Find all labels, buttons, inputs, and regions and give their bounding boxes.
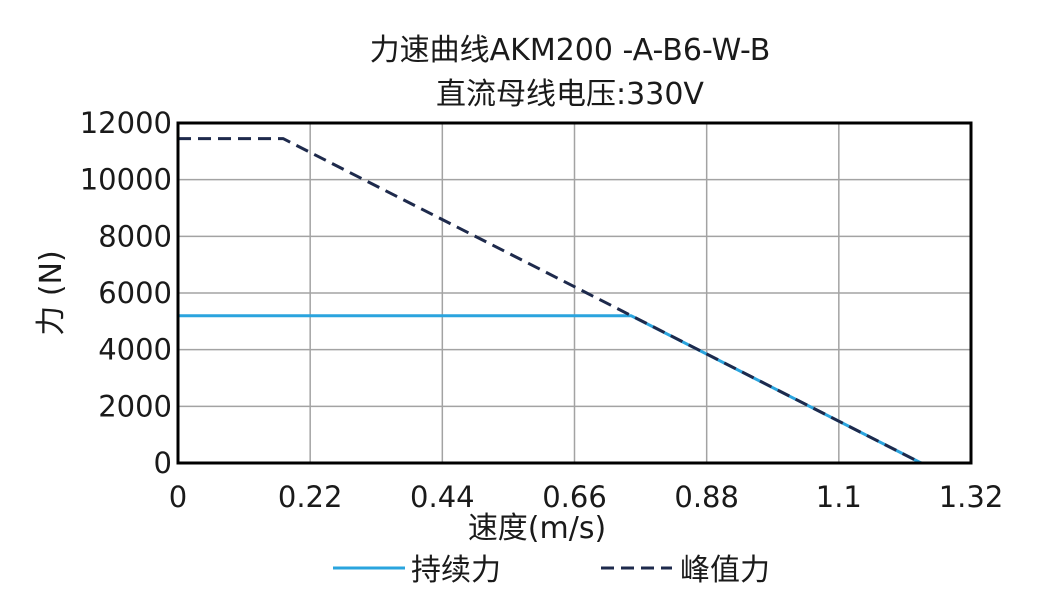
x-tick-label: 0.44 xyxy=(410,480,475,514)
x-tick-label: 0.22 xyxy=(278,480,343,514)
x-tick-label: 1.32 xyxy=(939,480,1004,514)
y-tick-label: 10000 xyxy=(80,163,172,197)
chart-subtitle: 直流母线电压:330V xyxy=(436,77,704,112)
legend-label-peak-force: 峰值力 xyxy=(680,553,770,588)
y-tick-label: 0 xyxy=(154,446,172,480)
y-tick-label: 6000 xyxy=(98,276,172,310)
y-axis-label: 力 (N) xyxy=(34,250,69,335)
y-tick-label: 4000 xyxy=(98,333,172,367)
x-axis-tick-labels: 0 0.22 0.44 0.66 0.88 1.1 1.32 xyxy=(169,480,1004,514)
x-tick-label: 0.66 xyxy=(542,480,607,514)
y-tick-label: 2000 xyxy=(98,389,172,423)
x-tick-label: 0.88 xyxy=(674,480,739,514)
chart-title: 力速曲线AKM200 -A-B6-W-B xyxy=(370,33,771,68)
plot-frame xyxy=(176,121,973,465)
legend-label-continuous-force: 持续力 xyxy=(411,553,501,588)
legend: 持续力 峰值力 xyxy=(333,553,770,588)
legend-item-peak-force: 峰值力 xyxy=(601,553,770,588)
grid xyxy=(178,123,971,463)
x-tick-label: 1.1 xyxy=(816,480,862,514)
y-tick-label: 12000 xyxy=(80,106,172,140)
y-axis-tick-labels: 0 2000 4000 6000 8000 10000 12000 xyxy=(80,106,172,480)
series-layer xyxy=(178,137,922,465)
y-tick-label: 8000 xyxy=(98,219,172,253)
series-line-peak-force xyxy=(178,137,922,465)
x-tick-label: 0 xyxy=(169,480,187,514)
legend-item-continuous-force: 持续力 xyxy=(333,553,501,588)
x-axis-label: 速度(m/s) xyxy=(468,511,606,546)
